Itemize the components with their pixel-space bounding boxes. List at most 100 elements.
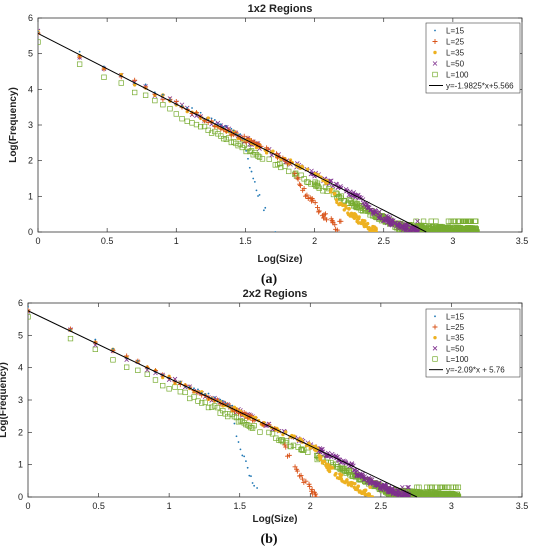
data-point	[324, 217, 330, 223]
data-point	[314, 494, 320, 497]
data-point	[474, 229, 480, 232]
data-point	[211, 403, 218, 409]
data-point	[349, 484, 354, 488]
y-tick-label: 5	[18, 330, 23, 340]
data-point	[166, 386, 172, 392]
legend: L=15 L=25 L=35L=50 L=100 y=-2.09*x + 5.76	[425, 308, 521, 378]
legend-label: L=15	[446, 27, 465, 36]
data-point	[334, 471, 338, 476]
data-point	[219, 123, 222, 126]
data-point	[369, 227, 374, 231]
fit-line	[27, 310, 418, 498]
data-point	[322, 459, 327, 464]
x-tick-label: 0.5	[101, 236, 114, 246]
data-point	[205, 127, 211, 133]
data-point	[76, 61, 83, 67]
x-tick-label: 2	[308, 501, 313, 511]
data-point	[28, 314, 31, 320]
data-point	[298, 446, 304, 453]
data-point	[292, 434, 296, 438]
data-point	[264, 206, 267, 209]
data-point	[136, 359, 139, 362]
data-point	[303, 478, 309, 484]
data-point	[455, 484, 462, 490]
data-point	[181, 104, 183, 107]
data-point	[266, 156, 272, 162]
x-tick-label: 2.5	[375, 501, 388, 511]
legend-label: L=100	[446, 71, 469, 80]
data-point	[77, 54, 83, 60]
data-point	[297, 183, 303, 189]
data-point	[255, 153, 261, 159]
legend-label: L=100	[446, 355, 469, 364]
data-point	[310, 197, 316, 203]
y-tick-label: 3	[18, 395, 23, 405]
y-tick-label: 6	[18, 298, 23, 308]
data-point	[38, 39, 41, 45]
data-point	[169, 98, 171, 101]
data-point	[182, 389, 188, 396]
x-axis-label: Log(Size)	[253, 514, 298, 525]
data-point	[78, 50, 81, 53]
data-point	[284, 430, 288, 434]
data-point	[186, 106, 189, 109]
chart-panel-1: 1x2 Regions 0 0.5 1 1.5 2 2.5 3 3.5 0 1 2 3 4 5 6 Log(Si…	[8, 3, 528, 287]
data-point	[208, 404, 215, 410]
data-point	[415, 218, 420, 224]
data-point	[110, 357, 116, 363]
data-point	[365, 206, 371, 211]
data-point	[197, 388, 199, 391]
data-point	[221, 399, 224, 402]
data-point	[173, 111, 179, 117]
legend-marker	[432, 71, 438, 78]
data-point	[332, 222, 338, 228]
data-point	[132, 77, 138, 83]
legend-box	[425, 22, 521, 94]
data-point	[199, 400, 205, 406]
data-point	[305, 449, 311, 455]
data-point	[233, 422, 236, 425]
data-point	[258, 193, 261, 196]
data-point	[214, 404, 221, 411]
data-point	[294, 468, 300, 474]
data-point	[28, 305, 29, 308]
legend-marker	[432, 346, 438, 351]
data-point	[313, 444, 318, 448]
data-point	[251, 482, 254, 484]
data-point	[160, 382, 166, 389]
y-tick-label: 0	[18, 492, 23, 502]
data-point	[326, 463, 331, 467]
legend-label: L=25	[446, 323, 465, 332]
x-tick-label: 1	[167, 501, 172, 511]
data-point	[243, 421, 249, 428]
data-point	[286, 168, 292, 175]
data-point	[194, 113, 199, 119]
fit-line	[37, 33, 427, 233]
legend: L=15 L=25 L=35 L=50 L=100 y=-1.9825*x+5.566	[425, 22, 521, 94]
data-point	[298, 472, 304, 478]
x-axis-label: Log(Size)	[258, 254, 303, 265]
data-point	[219, 398, 222, 401]
chart-title: 2x2 Regions	[243, 288, 308, 300]
data-point	[253, 484, 256, 487]
data-points	[38, 28, 480, 232]
data-point	[405, 484, 410, 490]
data-point	[416, 484, 422, 490]
data-point	[292, 170, 298, 176]
y-tick-label: 6	[28, 13, 33, 23]
data-point	[201, 123, 208, 130]
data-point	[298, 172, 304, 178]
data-point	[248, 166, 251, 169]
data-point	[368, 207, 373, 213]
data-point	[365, 221, 370, 226]
data-point	[255, 140, 261, 146]
data-point	[328, 178, 334, 184]
data-point	[306, 481, 312, 487]
data-point	[191, 107, 193, 109]
data-point	[207, 392, 210, 395]
legend-label: L=15	[446, 312, 465, 321]
legend-marker	[434, 29, 436, 32]
data-point	[152, 377, 159, 383]
y-tick-label: 4	[28, 84, 33, 94]
